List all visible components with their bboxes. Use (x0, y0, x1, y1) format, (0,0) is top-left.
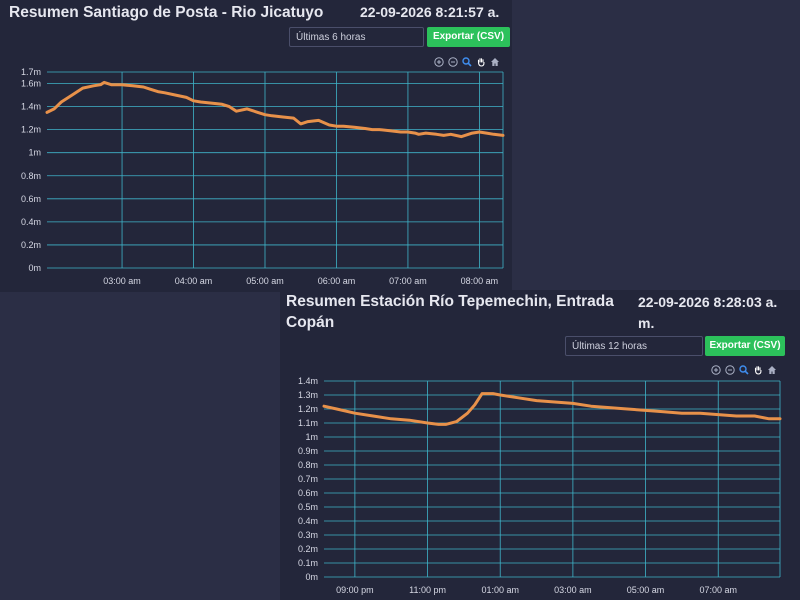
y-tick-label: 0m (28, 263, 41, 273)
x-tick-label: 03:00 am (103, 276, 141, 286)
y-tick-label: 0.3m (298, 530, 318, 540)
chart-toolbar (710, 364, 777, 375)
y-tick-label: 0.1m (298, 558, 318, 568)
x-tick-label: 11:00 pm (409, 585, 446, 595)
x-tick-label: 07:00 am (389, 276, 427, 286)
chart-timestamp-line-2: m. (638, 315, 655, 331)
y-tick-label: 0.5m (298, 502, 318, 512)
y-tick-label: 0.6m (298, 488, 318, 498)
chart-title-line-1: Resumen Estación Río Tepemechin, Entrada (286, 293, 614, 310)
home-icon[interactable] (489, 56, 500, 67)
export-csv-button[interactable]: Exportar (CSV) (705, 336, 785, 356)
chart-title-line-2: Copán (286, 314, 335, 331)
x-tick-label: 09:00 pm (336, 585, 374, 595)
zoom-in-icon[interactable] (710, 364, 721, 375)
zoom-in-icon[interactable] (433, 56, 444, 67)
chart-panel-1: Resumen Santiago de Posta - Rio Jicatuyo… (0, 0, 512, 292)
chart-timestamp: 22-09-2026 8:28:03 a. m. (638, 292, 788, 334)
y-tick-label: 0.7m (298, 474, 318, 484)
y-tick-label: 0.6m (21, 194, 41, 204)
pan-hand-icon[interactable] (475, 56, 486, 67)
chart-plot-2: 0m 0.1m 0.2m 0.3m 0.4m 0.5m 0.6m 0.7m 0.8m 0.9m 1m… (298, 376, 782, 595)
x-tick-label: 08:00 am (461, 276, 499, 286)
y-tick-label: 1.2m (298, 404, 318, 414)
y-tick-label: 0.2m (21, 240, 41, 250)
zoom-select-icon[interactable] (738, 364, 749, 375)
y-tick-label: 1m (28, 148, 41, 158)
y-tick-label: 0.2m (298, 544, 318, 554)
home-icon[interactable] (766, 364, 777, 375)
zoom-out-icon[interactable] (724, 364, 735, 375)
chart-panel-2: Resumen Estación Río Tepemechin, Entrada… (280, 290, 800, 600)
series-line (322, 392, 782, 426)
chart-plot-1: 0m 0.2m 0.4m 0.6m 0.8m 1m 1.2m 1.4m 1.6m 1.7m 03:0… (21, 67, 505, 286)
x-tick-label: 05:00 am (246, 276, 284, 286)
y-tick-label: 1.4m (298, 376, 318, 386)
series-line (45, 80, 505, 139)
y-tick-label: 0.8m (298, 460, 318, 470)
y-tick-label: 0.4m (21, 217, 41, 227)
y-tick-label: 1.1m (298, 418, 318, 428)
y-tick-label: 0.8m (21, 171, 41, 181)
y-tick-label: 1.7m (21, 67, 41, 77)
y-tick-label: 1m (305, 432, 318, 442)
x-tick-label: 05:00 am (627, 585, 665, 595)
y-tick-label: 1.6m (21, 79, 41, 89)
pan-hand-icon[interactable] (752, 364, 763, 375)
y-tick-label: 1.3m (298, 390, 318, 400)
y-tick-label: 1.2m (21, 125, 41, 135)
y-tick-label: 0m (305, 572, 318, 582)
x-tick-label: 01:00 am (481, 585, 519, 595)
x-tick-label: 06:00 am (318, 276, 356, 286)
chart-toolbar (433, 56, 500, 67)
zoom-out-icon[interactable] (447, 56, 458, 67)
export-csv-button[interactable]: Exportar (CSV) (427, 27, 510, 47)
time-range-select[interactable]: Últimas 6 horas (289, 27, 424, 47)
y-tick-label: 1.4m (21, 102, 41, 112)
chart-title: Resumen Santiago de Posta - Rio Jicatuyo (9, 4, 324, 21)
zoom-select-icon[interactable] (461, 56, 472, 67)
chart-timestamp-line-1: 22-09-2026 8:28:03 a. (638, 294, 778, 310)
y-tick-label: 0.4m (298, 516, 318, 526)
y-tick-label: 0.9m (298, 446, 318, 456)
chart-title: Resumen Estación Río Tepemechin, Entrada… (286, 291, 626, 333)
time-range-select[interactable]: Últimas 12 horas (565, 336, 703, 356)
x-tick-label: 04:00 am (175, 276, 213, 286)
x-tick-label: 07:00 am (699, 585, 737, 595)
x-tick-label: 03:00 am (554, 585, 592, 595)
